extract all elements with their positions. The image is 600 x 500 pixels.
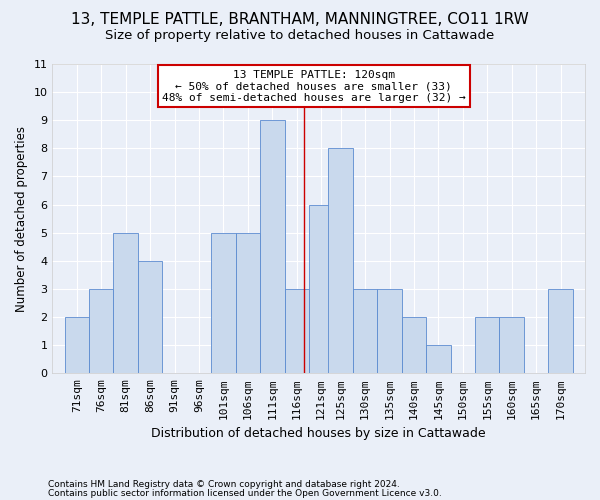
Text: Size of property relative to detached houses in Cattawade: Size of property relative to detached ho… (106, 29, 494, 42)
Bar (284, 289, 309, 374)
Bar (113, 232, 138, 374)
X-axis label: Distribution of detached houses by size in Cattawade: Distribution of detached houses by size … (151, 427, 486, 440)
Bar (377, 289, 402, 374)
Bar (475, 317, 499, 374)
Bar (402, 317, 426, 374)
Bar (309, 204, 334, 374)
Bar (499, 317, 524, 374)
Bar (211, 232, 236, 374)
Text: Contains HM Land Registry data © Crown copyright and database right 2024.: Contains HM Land Registry data © Crown c… (48, 480, 400, 489)
Bar (426, 345, 451, 374)
Text: Contains public sector information licensed under the Open Government Licence v3: Contains public sector information licen… (48, 488, 442, 498)
Bar (260, 120, 284, 374)
Bar (65, 317, 89, 374)
Bar (138, 261, 163, 374)
Text: 13 TEMPLE PATTLE: 120sqm
← 50% of detached houses are smaller (33)
48% of semi-d: 13 TEMPLE PATTLE: 120sqm ← 50% of detach… (162, 70, 466, 103)
Y-axis label: Number of detached properties: Number of detached properties (15, 126, 28, 312)
Text: 13, TEMPLE PATTLE, BRANTHAM, MANNINGTREE, CO11 1RW: 13, TEMPLE PATTLE, BRANTHAM, MANNINGTREE… (71, 12, 529, 28)
Bar (89, 289, 113, 374)
Bar (548, 289, 573, 374)
Bar (353, 289, 377, 374)
Bar (328, 148, 353, 374)
Bar (236, 232, 260, 374)
